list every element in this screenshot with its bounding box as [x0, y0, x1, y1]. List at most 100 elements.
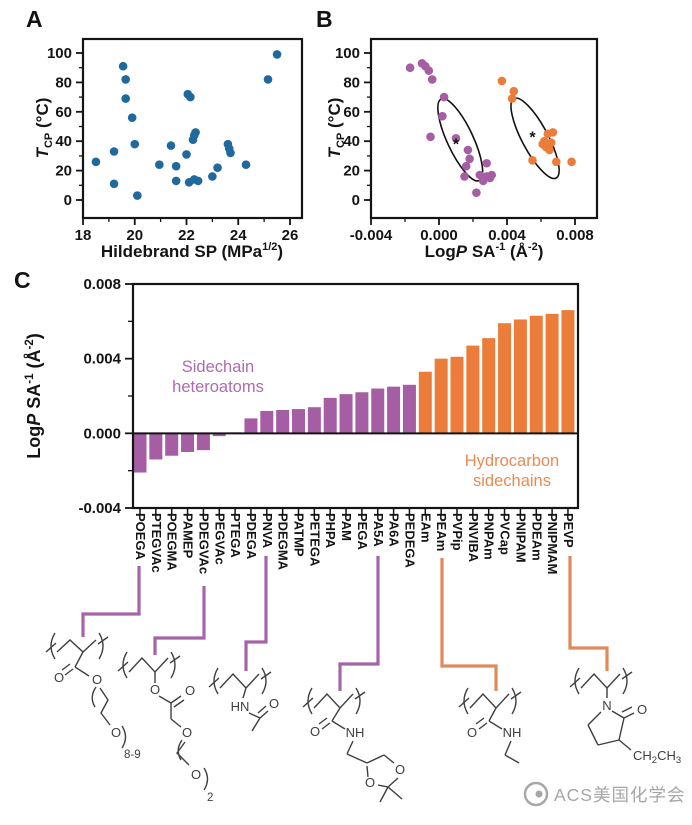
bond	[488, 720, 503, 730]
paren	[203, 767, 209, 791]
paren	[170, 651, 176, 679]
bond	[64, 668, 74, 676]
data-point	[451, 133, 461, 143]
data-point	[478, 176, 488, 186]
bond	[377, 784, 389, 788]
bond	[488, 707, 497, 722]
category-label: PAMEP	[181, 513, 196, 559]
bond	[366, 765, 369, 778]
bond	[478, 722, 488, 730]
category-label: EAm	[418, 513, 433, 543]
connector-peam	[440, 558, 498, 691]
data-point	[121, 94, 130, 103]
connector-pdegvac	[153, 586, 206, 655]
structure-pevp: N O CH2CH3	[569, 667, 681, 766]
y-tick-label: 100	[335, 45, 360, 62]
data-point	[127, 113, 137, 122]
panel-a-y-axis-title: TCP (°C)	[33, 98, 55, 159]
data-point	[545, 145, 554, 155]
x-tick-label: 20	[126, 227, 143, 244]
annotation-line: heteroatoms	[172, 378, 264, 396]
bar	[387, 386, 401, 434]
category-label: PA6A	[387, 513, 402, 547]
structure-pa5a: O NH O O	[302, 687, 405, 803]
atom-label: O	[150, 682, 160, 697]
paren	[121, 725, 127, 749]
bond	[623, 712, 635, 719]
data-point	[133, 191, 142, 200]
data-point	[543, 129, 553, 139]
y-tick-label: 80	[343, 74, 360, 91]
annotation-line: Sidechain	[182, 358, 254, 376]
category-label: PEDEGA	[402, 513, 417, 569]
axis-box	[81, 37, 304, 220]
connector-pnva	[244, 556, 268, 671]
bond	[458, 697, 470, 708]
atom-label: O	[310, 724, 320, 739]
bond	[504, 754, 520, 764]
bar	[260, 410, 274, 434]
bond	[302, 697, 314, 708]
panel-a-plot: 18 20 22 24 26 0 20 40 60 80 100	[47, 37, 304, 244]
structure-pnva: HN O	[208, 667, 279, 732]
structure-peam: O NH	[458, 687, 522, 764]
data-point	[166, 141, 176, 150]
bar	[165, 433, 179, 456]
bond	[170, 718, 182, 728]
atom-label: HN	[231, 699, 250, 714]
paren	[261, 667, 267, 695]
bond	[618, 739, 632, 751]
category-label: PEAm	[434, 513, 449, 551]
category-label: PNIPMAM	[545, 513, 560, 574]
paren	[574, 667, 580, 695]
atom-label: O	[111, 725, 121, 740]
category-label: PNVIBA	[466, 513, 481, 563]
data-point	[465, 154, 474, 164]
data-point	[272, 50, 282, 59]
bar	[450, 356, 464, 434]
category-label: PATMP	[292, 513, 307, 557]
bond	[331, 707, 341, 722]
acs-logo-icon	[535, 790, 543, 798]
category-label: PTEGVAc	[149, 513, 164, 573]
data-point	[263, 75, 273, 84]
bar	[133, 433, 147, 473]
y-tick-label: 0	[352, 192, 360, 209]
category-label: PHPA	[323, 513, 338, 549]
backbone	[219, 672, 260, 690]
bond	[331, 720, 346, 730]
bar	[276, 409, 290, 434]
cluster-mean-asterisk: *	[453, 137, 460, 154]
y-tick-label: 60	[55, 104, 72, 121]
category-label: PEGVAc	[212, 513, 227, 565]
bond	[74, 651, 84, 668]
data-point	[487, 170, 497, 180]
paren	[91, 686, 97, 708]
bond	[259, 710, 269, 719]
category-label: POEGMA	[165, 513, 180, 571]
bond	[169, 655, 181, 664]
panel-b-x-axis-title: LogP SA-1 (Å-2)	[425, 241, 544, 261]
bar	[529, 315, 543, 434]
atom-label: O	[637, 702, 647, 717]
category-label: PDEGVAc	[196, 513, 211, 574]
bond	[587, 711, 602, 726]
x-tick-label: 0.000	[420, 227, 458, 244]
watermark: ACS美国化学会	[523, 781, 684, 807]
y-tick-label: 20	[343, 163, 360, 180]
category-label: PDEAm	[529, 513, 544, 561]
category-label: PA5A	[371, 513, 386, 547]
y-tick-label: 0.008	[83, 276, 121, 293]
bar	[545, 313, 559, 434]
category-label: PAM	[339, 513, 354, 541]
bond	[510, 691, 522, 700]
bar	[339, 394, 353, 434]
atom-label: O	[467, 725, 477, 740]
bond	[318, 717, 328, 725]
ethyl-label: CH2CH3	[633, 748, 681, 766]
data-point	[193, 176, 203, 186]
paren	[511, 687, 517, 715]
paren	[213, 667, 219, 695]
bar	[212, 433, 226, 437]
